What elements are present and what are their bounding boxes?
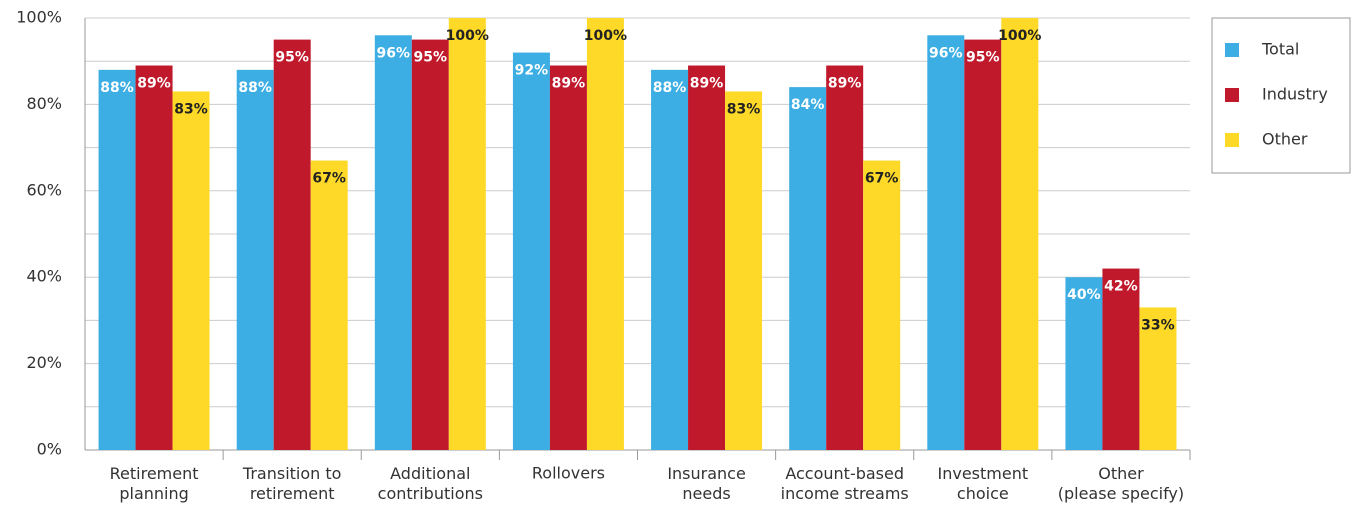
bar: [135, 65, 173, 451]
y-tick-label: 0%: [37, 440, 62, 459]
bar: [789, 87, 827, 451]
bar: [273, 39, 311, 450]
bar: [1001, 18, 1039, 450]
bar: [98, 69, 136, 450]
value-label: 67%: [312, 171, 346, 187]
x-tick-label: Transition to retirement: [242, 464, 342, 503]
value-label: 95%: [275, 50, 309, 66]
value-label: 88%: [238, 80, 272, 96]
bar: [651, 69, 689, 450]
legend-label: Industry: [1262, 85, 1328, 104]
value-label: 89%: [137, 76, 171, 92]
value-label: 89%: [690, 76, 724, 92]
value-label: 33%: [1141, 317, 1175, 333]
bar: [411, 39, 449, 450]
legend-swatch: [1225, 43, 1239, 57]
bar: [512, 52, 550, 451]
bar: [1102, 268, 1140, 450]
x-tick-label: Account-based income streams: [781, 464, 909, 503]
legend-label: Total: [1261, 40, 1299, 59]
value-label: 42%: [1104, 279, 1138, 295]
value-label: 100%: [998, 28, 1041, 44]
value-label: 83%: [727, 101, 761, 117]
x-tick-label: Insurance needs: [667, 464, 746, 503]
x-tick-label: Other (please specify): [1058, 464, 1184, 503]
x-tick-label: Additional contributions: [378, 464, 483, 503]
value-label: 88%: [653, 80, 687, 96]
bar: [688, 65, 726, 451]
value-label: 96%: [929, 45, 963, 61]
bar: [448, 18, 486, 450]
value-label: 100%: [584, 28, 627, 44]
bar: [236, 69, 274, 450]
value-label: 89%: [828, 76, 862, 92]
value-label: 67%: [865, 171, 899, 187]
bar: [725, 91, 763, 450]
legend-label: Other: [1262, 130, 1308, 149]
x-tick-label: Retirement planning: [110, 464, 199, 503]
value-label: 40%: [1067, 287, 1101, 303]
x-tick-label: Investment choice: [938, 464, 1029, 503]
y-tick-label: 20%: [26, 353, 62, 372]
value-label: 95%: [966, 50, 1000, 66]
value-label: 92%: [515, 63, 549, 79]
bar: [826, 65, 864, 451]
y-tick-label: 80%: [26, 94, 62, 113]
bar: [549, 65, 587, 451]
value-label: 88%: [100, 80, 134, 96]
bar: [586, 18, 624, 450]
value-label: 89%: [552, 76, 586, 92]
legend-swatch: [1225, 133, 1239, 147]
legend-swatch: [1225, 88, 1239, 102]
bar: [863, 160, 901, 450]
value-label: 100%: [446, 28, 489, 44]
bar: [374, 35, 412, 450]
bar: [1065, 277, 1103, 450]
y-tick-label: 100%: [16, 8, 62, 27]
bar: [964, 39, 1002, 450]
bar: [1139, 307, 1177, 450]
x-tick-label: Rollovers: [532, 464, 605, 483]
bar: [927, 35, 965, 450]
value-label: 96%: [377, 45, 411, 61]
bar: [310, 160, 348, 450]
y-tick-label: 60%: [26, 180, 62, 199]
y-tick-label: 40%: [26, 267, 62, 286]
value-label: 83%: [174, 101, 208, 117]
value-label: 84%: [791, 97, 825, 113]
bar: [172, 91, 210, 450]
value-label: 95%: [414, 50, 448, 66]
